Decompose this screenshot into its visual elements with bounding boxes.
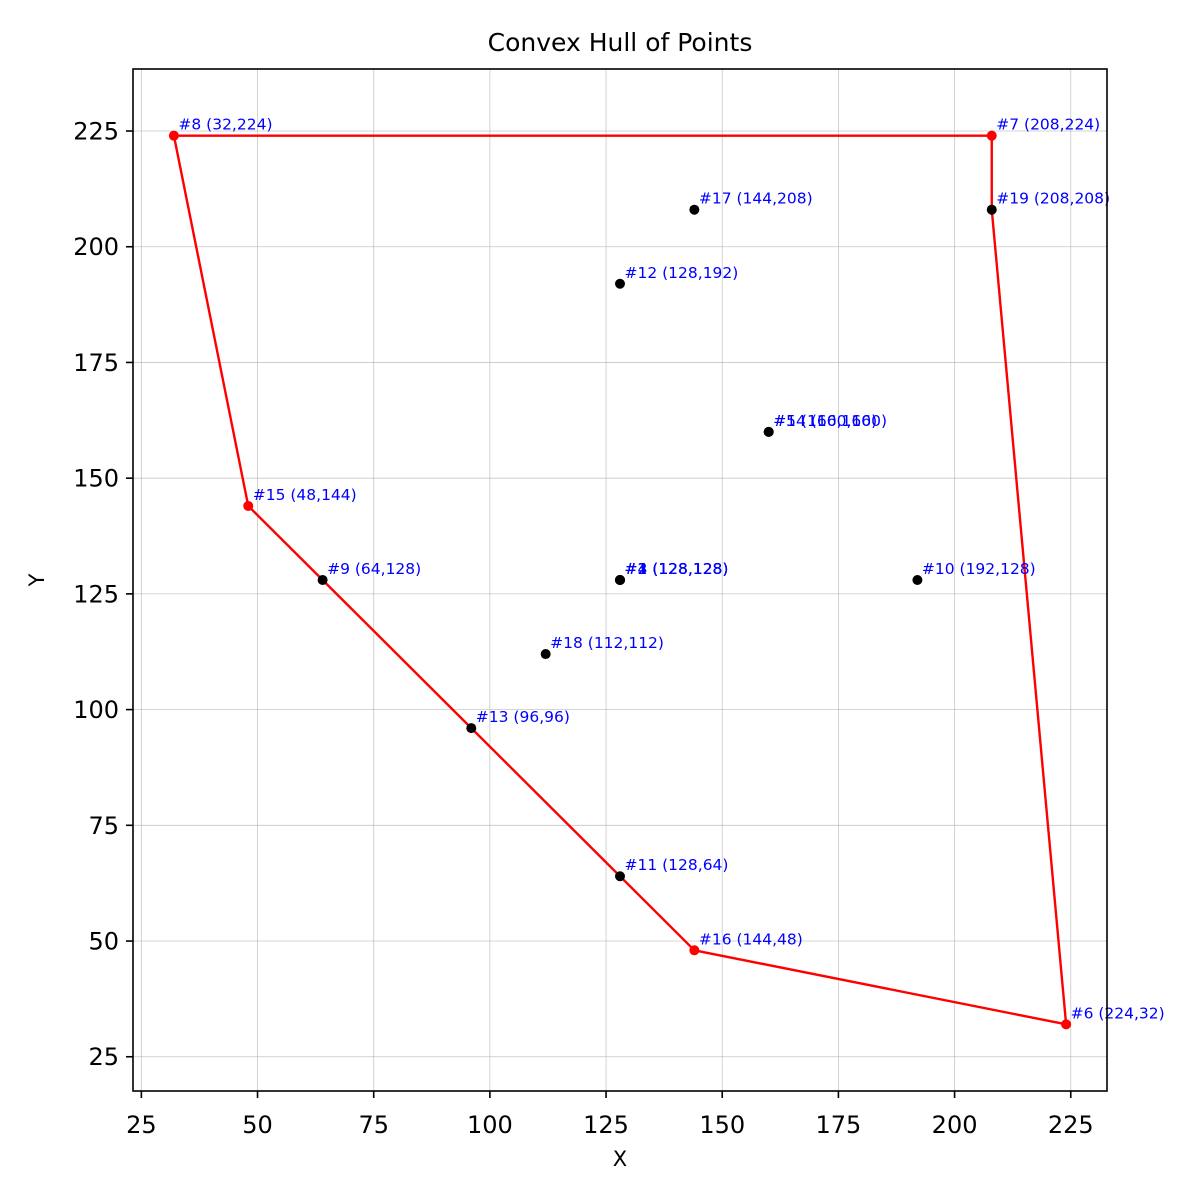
grid-lines — [133, 69, 1107, 1091]
data-point — [168, 130, 179, 141]
x-tick-label: 50 — [242, 1111, 273, 1139]
point-label: #5 (160,160) — [773, 412, 877, 430]
point-label: #1 (128,128) — [625, 560, 729, 578]
point-label: #3 (128,128) — [625, 560, 729, 578]
x-tick-label: 150 — [699, 1111, 745, 1139]
point-label: #19 (208,208) — [996, 190, 1110, 208]
point-label: #18 (112,112) — [550, 634, 664, 652]
data-point — [466, 723, 477, 734]
y-tick-label: 200 — [73, 233, 119, 261]
data-point — [540, 649, 551, 660]
data-point — [317, 575, 328, 585]
data-point — [615, 871, 625, 882]
hull-line — [172, 134, 1068, 1026]
y-tick-label: 125 — [73, 580, 119, 608]
x-tick-label: 175 — [816, 1111, 862, 1139]
point-label: #10 (192,128) — [922, 560, 1036, 578]
point-label: #7 (208,224) — [996, 116, 1100, 134]
plot-frame — [132, 68, 1108, 1092]
data-point — [986, 130, 997, 141]
point-labels-layer: #1 (128,128)#2 (128,128)#3 (128,128)#4 (… — [178, 116, 1164, 1023]
point-label: #4 (128,128) — [625, 560, 729, 578]
point-label: #11 (128,64) — [625, 856, 729, 874]
y-tick-label: 100 — [73, 696, 119, 724]
point-label: #17 (144,208) — [699, 190, 813, 208]
data-point — [912, 575, 923, 585]
data-point — [615, 575, 625, 585]
y-axis-label: Y — [25, 573, 49, 587]
point-label: #9 (64,128) — [327, 560, 421, 578]
point-label: #8 (32,224) — [178, 116, 272, 134]
point-label: #16 (144,48) — [699, 930, 803, 948]
hull-layer — [172, 134, 1068, 1026]
point-label: #13 (96,96) — [476, 708, 570, 726]
point-label: #2 (128,128) — [625, 560, 729, 578]
x-tick-label: 25 — [126, 1111, 157, 1139]
y-tick-label: 75 — [88, 812, 119, 840]
data-point — [689, 945, 700, 956]
x-tick-label: 75 — [358, 1111, 389, 1139]
x-tick-label: 125 — [583, 1111, 629, 1139]
data-point — [1061, 1019, 1072, 1030]
data-point — [243, 500, 254, 511]
point-label: #14 (160,160) — [773, 412, 887, 430]
chart-title: Convex Hull of Points — [488, 28, 753, 57]
y-tick-label: 175 — [73, 349, 119, 377]
y-tick-label: 225 — [73, 118, 119, 146]
x-tick-label: 100 — [467, 1111, 513, 1139]
x-tick-label: 200 — [932, 1111, 978, 1139]
y-tick-label: 150 — [73, 465, 119, 493]
point-label: #12 (128,192) — [625, 264, 739, 282]
point-label: #15 (48,144) — [253, 486, 357, 504]
data-point — [986, 204, 997, 215]
x-tick-label: 225 — [1048, 1111, 1094, 1139]
x-axis-label: X — [613, 1147, 627, 1171]
data-point — [763, 426, 774, 437]
y-tick-label: 50 — [88, 928, 119, 956]
y-tick-label: 25 — [88, 1043, 119, 1071]
points-layer — [168, 130, 1072, 1030]
axis-ticks: 25 50 75 100 125 150 175 200 225 25 50 75 100 125 150 1… — [73, 118, 1093, 1139]
data-point — [615, 278, 625, 289]
point-label: #6 (224,32) — [1071, 1004, 1165, 1022]
data-point — [689, 204, 700, 215]
